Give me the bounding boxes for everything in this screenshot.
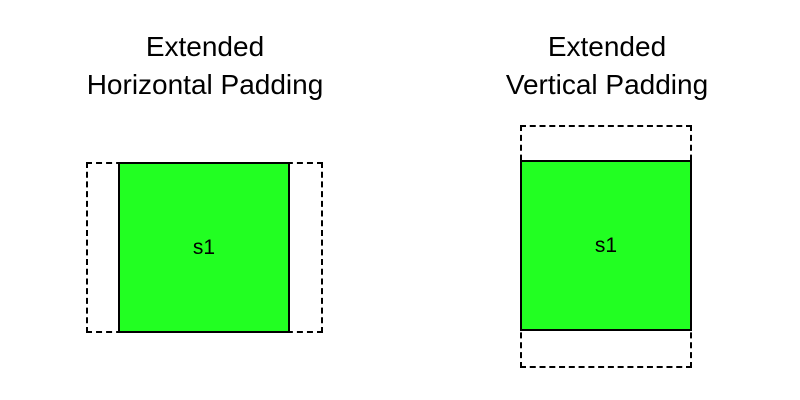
title-line: Extended [145,31,265,62]
shape-label: s1 [192,235,216,259]
title-line: Horizontal Padding [86,69,324,100]
shape-label: s1 [594,233,618,257]
shape-s1-right: s1 [520,160,692,331]
title-line: Vertical Padding [505,69,709,100]
title-line: Extended [547,31,667,62]
shape-s1-left: s1 [118,162,290,333]
horizontal-padding-title: Extended Horizontal Padding [55,28,355,104]
vertical-padding-title: Extended Vertical Padding [457,28,757,104]
